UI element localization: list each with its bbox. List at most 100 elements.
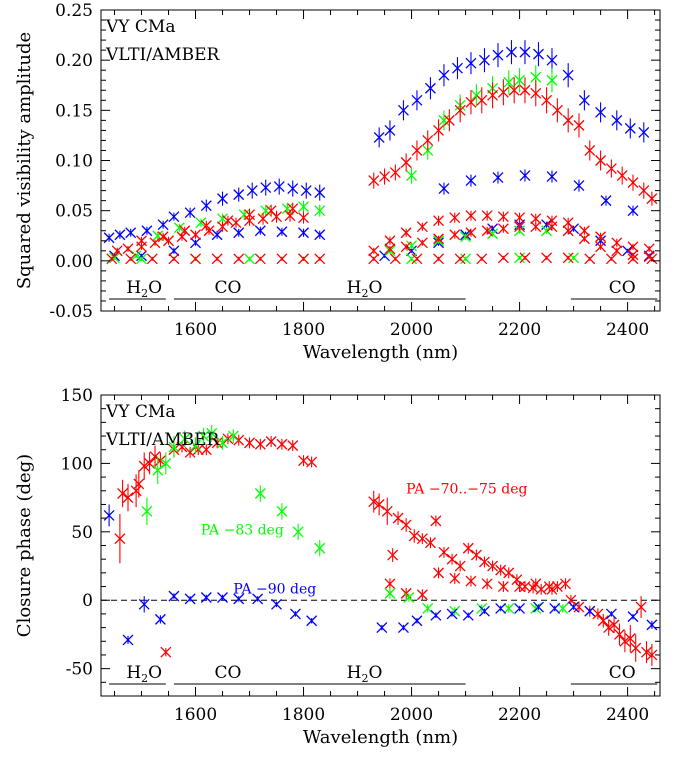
data-point: [416, 221, 428, 233]
data-point: [519, 252, 531, 264]
data-point: [611, 245, 623, 257]
x-marker-stroke: [530, 213, 542, 225]
x-marker-stroke: [438, 546, 450, 558]
x-marker-stroke: [600, 195, 612, 207]
data-point: [624, 624, 636, 653]
data-point: [384, 578, 396, 590]
x-marker-stroke: [265, 205, 277, 217]
x-marker-stroke: [584, 253, 596, 265]
data-point: [265, 204, 277, 217]
x-marker-stroke: [190, 229, 201, 241]
data-point: [198, 427, 210, 445]
visibility-ticks: 1600 1800 2000 2200 2400 -0.05 0.00 0.05 0.10 0.1…: [49, 1, 660, 340]
data-point: [122, 634, 134, 646]
x-marker-stroke: [416, 221, 428, 233]
data-point: [392, 511, 404, 525]
x-marker-stroke: [573, 119, 585, 131]
x-marker-stroke: [190, 440, 201, 452]
data-point: [476, 253, 488, 265]
data-point: [200, 444, 212, 456]
data-point: [222, 433, 234, 445]
x-marker-stroke: [519, 84, 531, 96]
closure-phase-annotation-target: VY CMa: [105, 402, 175, 422]
band-label: H2O: [126, 278, 162, 300]
x-marker-stroke: [514, 602, 526, 614]
closure-phase-annotation-instrument: VLTI/AMBER: [105, 430, 221, 450]
x-marker-stroke: [211, 253, 223, 265]
data-point: [287, 440, 299, 452]
x-marker-stroke: [384, 235, 396, 247]
data-point: [465, 575, 477, 587]
data-point: [154, 452, 166, 469]
x-marker-stroke: [514, 221, 526, 233]
data-point: [578, 225, 590, 237]
x-marker-stroke: [163, 235, 174, 247]
x-marker-stroke: [400, 157, 412, 168]
data-point: [306, 615, 318, 627]
x-marker-stroke: [497, 581, 509, 593]
x-marker-stroke: [273, 181, 285, 193]
x-marker-stroke: [146, 253, 158, 265]
data-point: [433, 215, 445, 227]
data-point: [130, 250, 142, 262]
closure-phase-ticks: 1600 1800 2000 2200 2400 -50 0 50 100 150: [61, 386, 660, 725]
x-marker-stroke: [206, 427, 218, 439]
data-point: [403, 592, 415, 603]
data-point: [314, 253, 326, 265]
data-point: [433, 567, 445, 579]
x-marker-stroke: [449, 572, 461, 584]
x-marker-stroke: [541, 252, 553, 264]
data-point: [379, 168, 391, 185]
data-point: [465, 210, 477, 222]
x-marker-stroke: [530, 578, 542, 590]
x-marker-stroke: [643, 243, 655, 255]
data-point: [643, 243, 655, 255]
x-marker-stroke: [400, 241, 412, 253]
x-marker-stroke: [281, 203, 293, 215]
data-point: [551, 98, 563, 123]
data-point: [117, 479, 129, 508]
data-point: [514, 212, 526, 224]
data-point: [254, 485, 266, 502]
x-marker-stroke: [465, 227, 477, 239]
data-point: [276, 253, 288, 265]
data-point: [298, 253, 309, 265]
data-point: [481, 225, 493, 237]
data-point: [424, 537, 436, 549]
x-marker-stroke: [449, 229, 461, 241]
data-point: [244, 437, 255, 449]
x-marker-stroke: [416, 589, 428, 601]
x-marker-stroke: [646, 619, 658, 631]
x-marker-stroke: [476, 94, 488, 106]
x-marker-stroke: [479, 605, 490, 617]
data-point: [122, 243, 134, 255]
x-marker-stroke: [287, 183, 299, 195]
x-marker-stroke: [430, 609, 442, 621]
data-point: [300, 182, 312, 199]
data-point: [217, 436, 228, 450]
data-point: [200, 199, 212, 212]
x-marker-stroke: [503, 76, 515, 88]
data-point: [287, 180, 299, 197]
x-marker-stroke: [387, 549, 399, 561]
x-marker-stroke: [595, 155, 607, 166]
data-point: [125, 253, 137, 265]
data-point: [465, 90, 477, 115]
y-tick-label: 0: [82, 591, 93, 611]
data-point: [533, 42, 544, 67]
x-marker-stroke: [530, 602, 542, 614]
data-point: [168, 436, 180, 458]
x-marker-stroke: [287, 203, 299, 215]
x-marker-stroke: [190, 253, 201, 265]
data-point: [276, 438, 288, 450]
x-marker-stroke: [160, 646, 172, 658]
data-point: [530, 602, 542, 614]
x-marker-stroke: [446, 608, 458, 620]
x-tick-label: 2000: [390, 320, 433, 340]
data-point: [149, 237, 161, 249]
data-point: [271, 598, 282, 610]
x-marker-stroke: [141, 505, 153, 517]
data-point: [562, 217, 574, 229]
data-point: [627, 249, 639, 261]
x-marker-stroke: [389, 167, 401, 178]
